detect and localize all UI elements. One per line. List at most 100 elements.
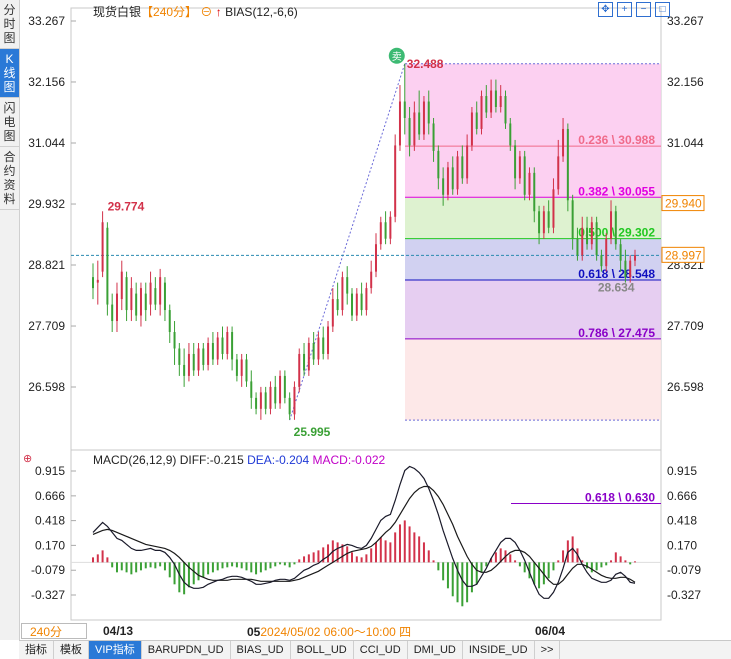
candle-body <box>590 222 593 245</box>
y-tick-label-right: 26.598 <box>667 380 704 394</box>
candle-body <box>327 326 330 354</box>
candle <box>523 150 526 201</box>
candle <box>394 134 397 223</box>
candle <box>288 392 291 420</box>
tab-inside[interactable]: INSIDE_UD <box>463 641 535 659</box>
candle <box>590 216 593 250</box>
tab-kline[interactable]: K线图 <box>0 49 19 98</box>
candle-body <box>250 381 253 398</box>
move-icon[interactable]: ✥ <box>598 2 613 17</box>
candle-body <box>547 211 550 228</box>
candle-body <box>240 359 243 376</box>
candle <box>298 348 301 393</box>
tab-barupdn[interactable]: BARUPDN_UD <box>142 641 231 659</box>
candle <box>595 216 598 261</box>
macd-y-axis: 0.915 0.915 0.666 0.666 0.418 0.418 0.170 0.170… <box>31 464 701 602</box>
candle <box>92 263 94 300</box>
candle-body <box>144 293 147 311</box>
candle-body <box>365 288 368 311</box>
candle-body <box>389 216 392 239</box>
period-label: 【240分】 <box>141 5 198 19</box>
candle-body <box>552 189 555 228</box>
candle-body <box>600 255 603 267</box>
fullscreen-icon[interactable]: □ <box>655 2 670 17</box>
candle-body <box>264 392 267 409</box>
macd-y-tick-label-left: 0.666 <box>35 489 65 503</box>
macd-header: MACD(26,12,9) DIFF:-0.215 DEA:-0.204 MAC… <box>93 453 385 467</box>
y-tick-label-right: 27.709 <box>667 319 704 333</box>
tab-more[interactable]: >> <box>535 641 561 659</box>
candle-body <box>398 101 401 146</box>
y-tick-label-left: 33.267 <box>28 14 65 28</box>
candle-body <box>605 238 608 267</box>
candle <box>216 332 219 365</box>
candle-body <box>403 101 406 118</box>
candle-body <box>341 277 344 311</box>
tab-template[interactable]: 模板 <box>54 641 89 659</box>
candle <box>144 282 147 322</box>
y-tick-label-left: 28.821 <box>28 258 65 272</box>
candle <box>293 381 296 420</box>
candle <box>355 288 358 322</box>
candle <box>389 211 392 245</box>
candle <box>504 90 507 129</box>
candle-body <box>178 348 181 365</box>
candle-body <box>149 282 152 305</box>
candle <box>183 348 186 387</box>
candle-body <box>374 244 377 272</box>
fib-level-label: 0.382 \ 30.055 <box>578 184 655 198</box>
candle <box>379 216 382 250</box>
candle-body <box>475 112 478 129</box>
tab-vip-indicator[interactable]: VIP指标 <box>89 641 142 659</box>
candle <box>384 211 387 245</box>
candle <box>250 370 253 409</box>
period-selector[interactable]: 240分 <box>21 623 87 639</box>
candle-body <box>422 101 425 135</box>
indicator-arrow-icon[interactable]: ↑ <box>215 5 222 19</box>
macd-histogram <box>92 520 636 607</box>
macd-fib: 0.618 \ 0.630 <box>511 490 661 504</box>
candle-body <box>346 277 349 294</box>
tab-flash[interactable]: 闪电图 <box>0 98 19 147</box>
fib-zone <box>405 338 661 421</box>
candle <box>327 321 330 360</box>
candle <box>518 150 521 184</box>
candle-body <box>202 348 205 365</box>
candle-body <box>154 288 157 305</box>
zoom-out-icon[interactable]: − <box>636 2 651 17</box>
candle-body <box>533 172 536 212</box>
tab-boll[interactable]: BOLL_UD <box>291 641 354 659</box>
price-tag-label: 28.997 <box>665 248 702 262</box>
zoom-in-icon[interactable]: + <box>617 2 632 17</box>
candle <box>336 282 339 316</box>
sell-marker-text: 卖 <box>392 51 402 63</box>
candles <box>92 63 636 420</box>
tab-contract-info[interactable]: 合约资料 <box>0 147 19 210</box>
tab-dmi[interactable]: DMI_UD <box>408 641 463 659</box>
candle <box>307 337 310 376</box>
chart-area[interactable]: 33.267 33.267 32.156 32.156 31.044 31.044 29.9… <box>19 0 731 640</box>
candle-body <box>159 277 162 305</box>
candle <box>370 260 373 294</box>
candle-body <box>120 271 123 300</box>
tab-bias[interactable]: BIAS_UD <box>231 641 291 659</box>
tab-indicator[interactable]: 指标 <box>19 641 54 659</box>
candle-body <box>432 123 435 151</box>
candle-body <box>418 112 421 135</box>
candle <box>466 134 469 184</box>
settings-icon[interactable]: ⊖ <box>200 5 213 19</box>
candle <box>480 90 483 135</box>
candle <box>446 161 449 201</box>
tab-timeshare[interactable]: 分时图 <box>0 0 19 49</box>
candle-body <box>216 337 219 360</box>
tab-cci[interactable]: CCI_UD <box>354 641 408 659</box>
price-tag-box <box>661 195 705 212</box>
candle <box>586 216 589 250</box>
y-tick-label-right: 31.044 <box>667 136 704 150</box>
y-tick-label-right: 33.267 <box>667 14 704 28</box>
candle <box>279 370 282 409</box>
candle-body <box>235 359 238 376</box>
candle-body <box>139 288 142 316</box>
candle <box>192 342 195 376</box>
